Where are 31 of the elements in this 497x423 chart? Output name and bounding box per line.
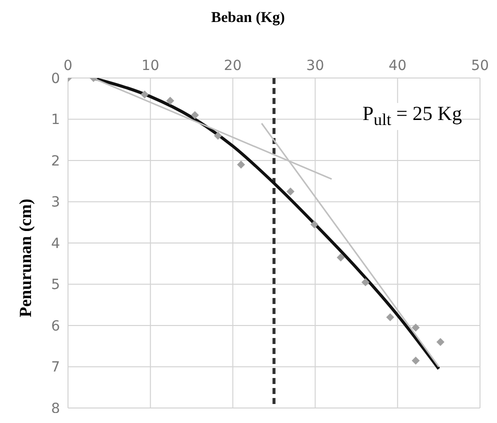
y-tick-label: 2 (51, 153, 60, 170)
x-tick-label: 40 (388, 58, 407, 74)
point (166, 96, 174, 105)
x-axis-title: Beban (Kg) (210, 10, 286, 27)
y-tick-label: 3 (51, 194, 60, 211)
y-tick-label: 4 (51, 236, 60, 252)
x-tick-label: 20 (224, 58, 242, 74)
point (190, 111, 199, 120)
point (214, 132, 222, 140)
point (286, 187, 294, 196)
point (140, 90, 149, 98)
point (310, 220, 318, 228)
y-tick-label: 5 (51, 277, 60, 294)
y-tick-label: 8 (51, 400, 60, 417)
point (436, 338, 444, 346)
x-tick-label: 50 (471, 58, 489, 74)
y-axis-title: Penurunan (cm) (16, 198, 36, 318)
x-tick-label: 30 (306, 58, 324, 74)
annotation: P$_{ult}$ = 25 Kg (362, 103, 462, 130)
y-tick-label: 1 (51, 112, 60, 128)
y-tick-label: 7 (51, 360, 60, 376)
point (412, 356, 420, 365)
point (386, 313, 394, 322)
point (336, 253, 345, 262)
y-tick-label: 6 (51, 318, 60, 334)
point (237, 160, 246, 169)
x-tick-label: 10 (141, 58, 160, 74)
point (361, 278, 370, 286)
point (412, 324, 420, 332)
y-tick-label: 0 (51, 70, 60, 87)
x-tick-label: 0 (64, 58, 72, 74)
